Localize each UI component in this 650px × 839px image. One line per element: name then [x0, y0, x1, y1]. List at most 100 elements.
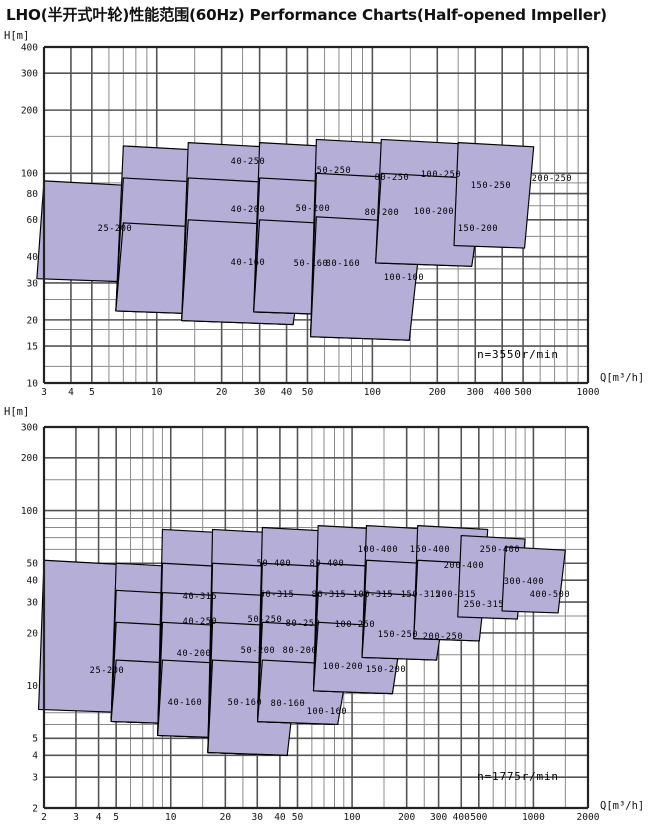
x-tick: 100 [364, 387, 381, 398]
x-tick: 50 [292, 812, 304, 823]
pump-label-100-400: 100-400 [358, 545, 398, 555]
pump-label-50-400: 50-400 [257, 559, 292, 569]
x-tick: 40 [281, 387, 293, 398]
pump-label-80-250: 80-250 [375, 173, 410, 183]
pump-label-40-200: 40-200 [231, 205, 266, 215]
x-tick: 5 [113, 812, 119, 823]
x-tick: 10 [151, 387, 163, 398]
pump-label-80-400: 80-400 [310, 559, 345, 569]
y-tick: 20 [27, 315, 39, 326]
speed-annotation: n=3550r/min [477, 348, 559, 361]
pump-model-labels: 25-200 40-315 40-250 40-200 40-160 50-400 50-3… [90, 545, 570, 717]
x-tick: 500 [470, 812, 487, 823]
y-tick: 300 [21, 422, 38, 433]
y-tick: 2 [32, 803, 38, 814]
x-tick: 2 [41, 812, 47, 823]
pump-label-150-200: 150-200 [458, 224, 498, 234]
y-tick: 80 [27, 189, 39, 200]
x-tick: 20 [216, 387, 228, 398]
y-tick: 20 [27, 628, 39, 639]
x-tick-labels: 2 3 4 5 10 20 30 40 50 100 200 300 400 500 1000 2000 [41, 812, 600, 823]
chart-60hz-3550: 400 300 200 100 80 60 40 30 20 15 10 3 4 5 10 20 30 40 50 1… [0, 40, 650, 400]
x-tick: 30 [254, 387, 266, 398]
pump-label-50-250: 50-250 [248, 615, 283, 625]
x-tick: 400 [453, 812, 470, 823]
x-tick: 200 [429, 387, 446, 398]
pump-label-100-250: 100-250 [421, 170, 461, 180]
x-tick: 3 [73, 812, 79, 823]
chart1-x-axis-unit: Q[m³/h] [600, 372, 645, 384]
y-tick-labels: 300 200 100 50 40 30 20 10 5 4 3 2 [21, 422, 38, 814]
x-tick: 400 [494, 387, 511, 398]
pump-label-200-315: 200-315 [436, 590, 476, 600]
y-tick: 10 [27, 378, 39, 389]
pump-label-50-160: 50-160 [294, 259, 329, 269]
pump-label-50-200: 50-200 [241, 646, 276, 656]
pump-label-100-250: 100-250 [335, 620, 375, 630]
envelope-200-250 [453, 142, 535, 249]
y-tick: 10 [27, 681, 39, 692]
pump-label-50-315: 50-315 [260, 590, 295, 600]
pump-label-100-200: 100-200 [323, 662, 363, 672]
y-tick: 100 [21, 169, 38, 180]
x-tick: 20 [220, 812, 232, 823]
x-tick: 3 [41, 387, 47, 398]
pump-label-80-315: 80-315 [312, 590, 347, 600]
pump-label-200-250: 200-250 [532, 174, 572, 184]
pump-label-100-315: 100-315 [353, 590, 393, 600]
axis-frame [42, 45, 590, 385]
y-tick: 200 [21, 453, 38, 464]
y-tick-labels: 400 300 200 100 80 60 40 30 20 15 10 [21, 42, 38, 389]
y-tick: 4 [32, 751, 38, 762]
pump-label-80-200: 80-200 [283, 646, 318, 656]
pump-label-40-250: 40-250 [183, 617, 218, 627]
page-title: LHO(半开式叶轮)性能范围(60Hz) Performance Charts(… [6, 6, 607, 24]
y-tick: 5 [32, 734, 38, 745]
x-tick: 300 [467, 387, 484, 398]
pump-label-40-250: 40-250 [231, 157, 266, 167]
pump-label-80-200: 80-200 [365, 208, 400, 218]
pump-label-80-160: 80-160 [271, 699, 306, 709]
x-tick: 2000 [577, 812, 600, 823]
y-tick: 60 [27, 215, 39, 226]
x-tick: 500 [515, 387, 532, 398]
pump-label-150-315: 150-315 [401, 590, 441, 600]
pump-label-50-160: 50-160 [228, 698, 263, 708]
x-tick-labels: 3 4 5 10 20 30 40 50 100 200 300 400 500 1000 [41, 387, 600, 398]
pump-label-150-250: 150-250 [471, 181, 511, 191]
y-tick: 300 [21, 69, 38, 80]
pump-label-100-200: 100-200 [414, 207, 454, 217]
pump-label-100-160: 100-160 [307, 707, 347, 717]
pump-label-25-200: 25-200 [98, 224, 133, 234]
axis-frame [42, 425, 590, 810]
pump-label-250-400: 250-400 [480, 545, 520, 555]
pump-label-200-250: 200-250 [423, 632, 463, 642]
x-tick: 100 [343, 812, 360, 823]
pump-label-50-250: 50-250 [317, 166, 352, 176]
x-tick: 4 [68, 387, 74, 398]
x-tick: 30 [252, 812, 264, 823]
performance-envelopes [37, 525, 566, 756]
speed-annotation: n=1775r/min [477, 770, 559, 783]
chart2-y-axis-unit: H[m] [4, 406, 30, 418]
x-tick: 1000 [522, 812, 545, 823]
pump-label-200-400: 200-400 [444, 561, 484, 571]
y-tick: 50 [27, 559, 39, 570]
y-tick: 30 [27, 278, 39, 289]
y-tick: 400 [21, 42, 38, 53]
x-tick: 5 [89, 387, 95, 398]
pump-label-100-160: 100-160 [384, 273, 424, 283]
x-tick: 40 [274, 812, 286, 823]
pump-label-400-500: 400-500 [530, 590, 570, 600]
x-tick: 300 [430, 812, 447, 823]
chart2-x-axis-unit: Q[m³/h] [600, 800, 645, 812]
x-tick: 10 [165, 812, 177, 823]
pump-model-labels: 25-200 40-250 40-200 40-160 50-250 50-200 50-1… [98, 157, 572, 283]
pump-label-250-315: 250-315 [464, 600, 504, 610]
y-tick: 40 [27, 576, 39, 587]
x-tick: 1000 [577, 387, 600, 398]
pump-label-40-200: 40-200 [177, 649, 212, 659]
